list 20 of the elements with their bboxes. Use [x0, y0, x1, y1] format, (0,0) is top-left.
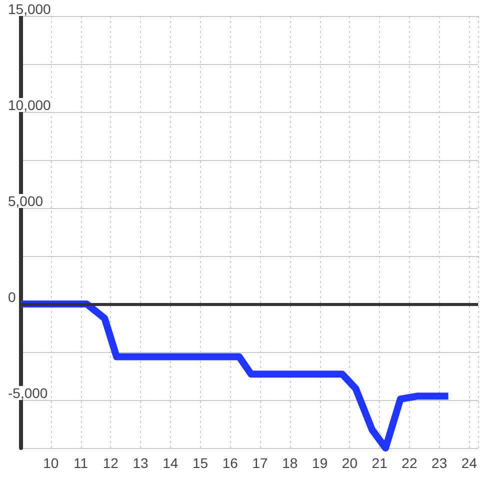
y-tick-label: 0	[8, 289, 16, 305]
x-tick-label: 18	[282, 455, 298, 471]
x-tick-label: 21	[372, 455, 388, 471]
x-tick-label: 13	[132, 455, 149, 471]
x-tick-label: 15	[192, 455, 208, 471]
x-tick-label: 11	[73, 455, 88, 471]
x-tick-label: 22	[402, 455, 418, 471]
y-tick-label: 5,000	[8, 193, 44, 209]
x-tick-label: 12	[102, 455, 119, 471]
x-tick-label: 10	[43, 455, 59, 471]
x-tick-label: 17	[252, 455, 268, 471]
x-tick-label: 19	[312, 455, 328, 471]
x-tick-label: 14	[162, 455, 178, 471]
y-tick-label: -5,000	[8, 385, 48, 401]
x-tick-label: 24	[461, 455, 478, 471]
x-tick-label: 16	[222, 455, 238, 471]
x-tick-label: 20	[342, 455, 358, 471]
y-tick-label: 10,000	[8, 97, 52, 113]
x-tick-label: 23	[432, 455, 448, 471]
y-tick-label: 15,000	[8, 1, 52, 17]
